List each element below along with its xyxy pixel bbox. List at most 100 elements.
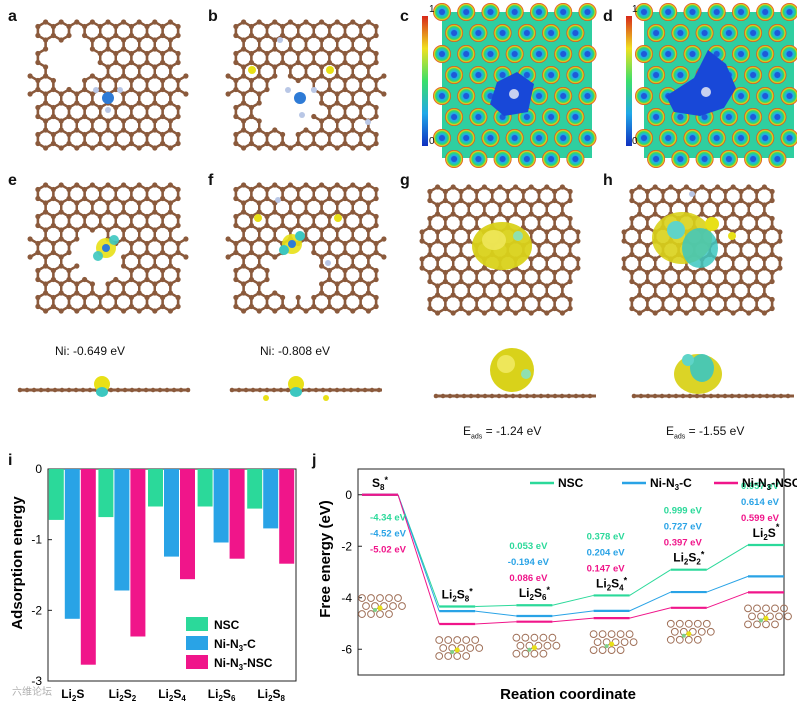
carbon-atom: [89, 73, 95, 79]
carbon-atom: [358, 303, 364, 310]
carbon-atom: [777, 238, 783, 244]
elf-core: [653, 72, 660, 78]
carbon-atom: [58, 182, 64, 188]
nitrogen-atom: [325, 260, 331, 266]
carbon-atom: [326, 294, 332, 301]
carbon-atoms: [225, 182, 387, 314]
carbon-atom: [225, 254, 231, 260]
carbon-atom: [152, 209, 158, 215]
carbon-atom: [505, 269, 511, 276]
carbon-atom: [489, 188, 495, 195]
carbon-atom: [544, 265, 550, 271]
carbon-atom: [264, 59, 270, 66]
carbon-atom: [552, 278, 558, 285]
carbon-atom: [241, 64, 247, 70]
carbon-atom: [152, 236, 158, 242]
carbon-atom: [326, 50, 332, 57]
energy-connector-Ni-N3-NSC: [629, 607, 671, 619]
carbon-atom: [652, 393, 658, 399]
carbon-atom: [730, 256, 736, 262]
carbon-atom: [105, 227, 111, 233]
carbon-atom: [160, 195, 166, 202]
elf-core: [548, 114, 555, 120]
energy-connector-Ni-N3-NSC: [706, 591, 749, 609]
carbon-atom: [295, 303, 301, 310]
carbon-atom: [573, 393, 579, 399]
carbon-atom: [50, 267, 56, 274]
carbon-atom: [365, 236, 371, 242]
carbon-atom: [722, 215, 728, 222]
carbon-atom: [313, 387, 319, 393]
carbon-atom: [754, 224, 760, 231]
carbon-atom: [128, 32, 134, 39]
carbon-atom: [381, 73, 387, 79]
elf-core: [750, 30, 757, 36]
carbon-atom: [629, 188, 635, 195]
carbon-atom: [644, 278, 650, 285]
chart-j: Free energy (eV) Reation coordinate 0 -2 -…: [317, 468, 797, 703]
carbon-atom: [256, 100, 262, 106]
carbon-atom: [272, 236, 278, 242]
carbon-atom: [738, 269, 744, 276]
carbon-atom: [43, 100, 49, 106]
carbon-atom: [358, 32, 364, 39]
structure-thumbnail: [744, 604, 792, 629]
sulfur-atom: [326, 66, 334, 74]
carbon-atom: [241, 254, 247, 260]
carbon-atom: [629, 197, 635, 204]
carbon-atom: [105, 182, 111, 188]
carbon-atom: [136, 182, 142, 188]
carbon-atom: [183, 254, 189, 260]
elf-core: [487, 135, 494, 141]
carbon-atom: [552, 215, 558, 222]
carbon-atom: [567, 197, 573, 204]
carbon-atom: [503, 393, 509, 399]
carbon-atom: [644, 215, 650, 222]
carbon-atom: [250, 387, 256, 393]
carbon-atom: [303, 209, 309, 215]
carbon-atom: [128, 131, 134, 138]
carbon-atom: [629, 215, 635, 222]
carbon-atom: [746, 265, 752, 271]
carbon-atom: [58, 100, 64, 106]
carbon-atom: [105, 145, 111, 151]
carbon-atom: [466, 292, 472, 298]
carbon-atom: [66, 104, 72, 111]
carbon-atom: [121, 100, 127, 106]
carbon-atom: [303, 73, 309, 79]
elf-core: [572, 114, 579, 120]
carbon-atom: [536, 269, 542, 276]
carbon-atom: [175, 303, 181, 310]
carbon-atom: [450, 202, 456, 208]
carbon-atom: [264, 186, 270, 193]
carbon-atom: [326, 267, 332, 274]
carbon-atom: [319, 263, 325, 269]
carbon-atom: [365, 209, 371, 215]
carbon-atom: [175, 267, 181, 274]
colorbar-max-c: 1: [429, 4, 435, 15]
carbon-atom: [144, 267, 150, 274]
energy-connector-Ni-N3-C: [552, 610, 594, 617]
carbon-atom: [435, 229, 441, 235]
carbon-atom: [334, 91, 340, 97]
carbon-atom: [50, 140, 56, 147]
carbon-atom: [450, 229, 456, 235]
carbon-atom: [272, 46, 278, 52]
carbon-atom: [342, 294, 348, 301]
carbon-atom: [175, 186, 181, 193]
carbon-atom: [621, 265, 627, 271]
elf-core: [641, 93, 647, 99]
carbon-atom: [128, 113, 134, 120]
carbon-atom: [175, 140, 181, 147]
carbon-atom: [89, 290, 95, 296]
elf-core: [713, 135, 720, 141]
y-tick-label: 0: [35, 462, 42, 476]
carbon-atom: [97, 50, 103, 57]
carbon-atom: [89, 46, 95, 52]
carbon-atom: [241, 37, 247, 43]
carbon-atom: [358, 50, 364, 57]
x-tick-label: Li2S6: [208, 687, 236, 703]
carbon-atom: [152, 263, 158, 269]
carbon-atom: [144, 249, 150, 256]
elf-core: [786, 9, 793, 15]
